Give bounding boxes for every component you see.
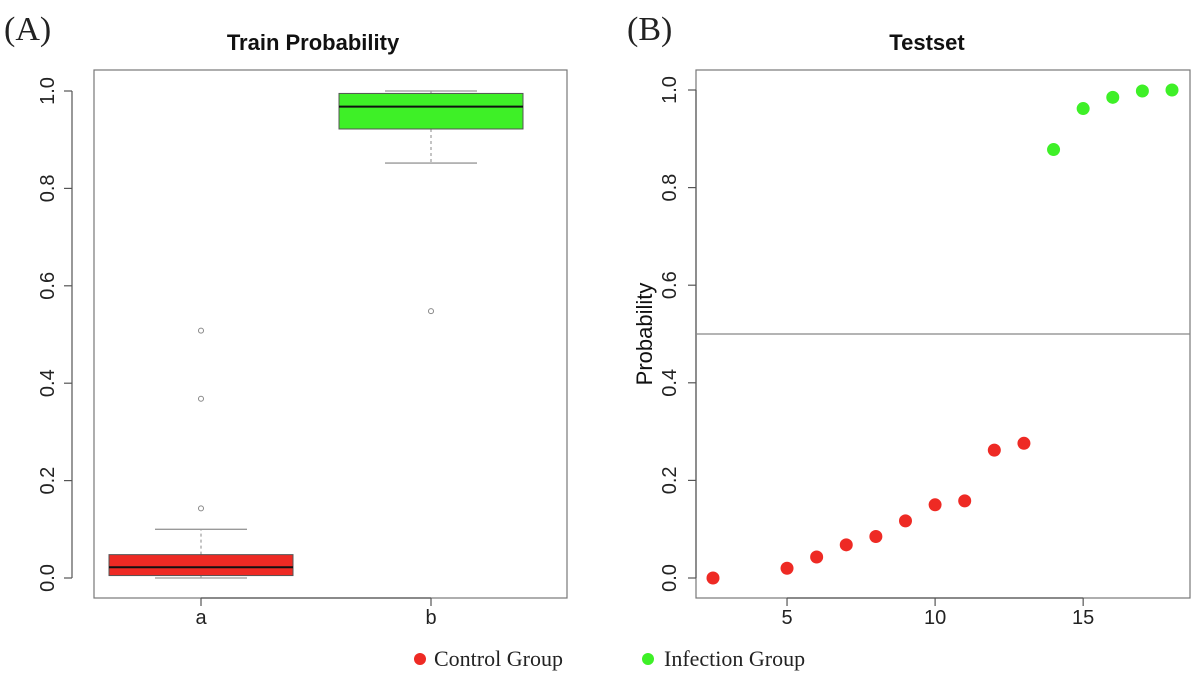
chart-a-title: Train Probability bbox=[227, 30, 400, 55]
chart-b-xtick-label: 5 bbox=[781, 607, 792, 629]
chart-b-points bbox=[706, 83, 1179, 585]
chart-b-ytick-label: 0.6 bbox=[659, 271, 681, 299]
data-point bbox=[1017, 436, 1031, 450]
panel-label-a: (A) bbox=[4, 11, 51, 48]
chart-b-y-axis: 0.0 0.2 0.4 0.6 0.8 1.0 bbox=[659, 76, 697, 592]
data-point bbox=[1135, 84, 1149, 98]
chart-a-ytick-label: 0.8 bbox=[37, 174, 59, 202]
chart-b-ylabel: Probability bbox=[632, 283, 657, 386]
data-point bbox=[839, 538, 853, 552]
data-point bbox=[1106, 90, 1120, 104]
chart-b-ytick-label: 1.0 bbox=[659, 76, 681, 104]
box-outlier bbox=[198, 395, 204, 402]
box-outlier bbox=[198, 505, 204, 512]
box-body bbox=[338, 92, 524, 130]
chart-a-frame bbox=[93, 69, 568, 599]
chart-b-xtick-label: 10 bbox=[924, 607, 946, 629]
chart-b-title: Testset bbox=[889, 30, 965, 55]
chart-a-ytick-label: 0.0 bbox=[37, 564, 59, 592]
chart-a-xtick-label: b bbox=[425, 607, 436, 629]
data-point bbox=[1047, 143, 1061, 157]
chart-a-ytick-label: 0.4 bbox=[37, 369, 59, 397]
data-point bbox=[706, 571, 720, 585]
chart-a-y-axis: 0.0 0.2 0.4 0.6 0.8 1.0 bbox=[37, 77, 73, 592]
box-a bbox=[108, 327, 294, 579]
legend-swatch-control bbox=[414, 653, 426, 665]
legend-swatch-infection bbox=[642, 653, 654, 665]
chart-b-ytick-label: 0.8 bbox=[659, 174, 681, 202]
chart-b-ytick-label: 0.2 bbox=[659, 466, 681, 494]
box-outlier bbox=[428, 308, 434, 315]
data-point bbox=[869, 530, 883, 544]
data-point bbox=[928, 498, 942, 512]
chart-b-x-axis: 5 10 15 bbox=[781, 597, 1094, 629]
legend-label-infection: Infection Group bbox=[664, 646, 805, 671]
testset-scatter: Testset Probability 0.0 0.2 0.4 0.6 0.8 1.0 5… bbox=[632, 30, 1191, 629]
panel-label-b: (B) bbox=[627, 11, 672, 48]
data-point bbox=[898, 514, 912, 528]
data-point bbox=[987, 443, 1001, 457]
chart-a-ytick-label: 0.2 bbox=[37, 467, 59, 495]
chart-a-ytick-label: 0.6 bbox=[37, 272, 59, 300]
legend-label-control: Control Group bbox=[434, 646, 563, 671]
chart-a-boxes bbox=[108, 90, 524, 579]
data-point bbox=[810, 550, 824, 564]
data-point bbox=[1165, 83, 1179, 97]
box-outlier bbox=[198, 327, 204, 334]
chart-b-xtick-label: 15 bbox=[1072, 607, 1094, 629]
data-point bbox=[1076, 102, 1090, 116]
legend: Control Group Infection Group bbox=[414, 646, 805, 671]
chart-b-ytick-label: 0.0 bbox=[659, 564, 681, 592]
chart-b-ytick-label: 0.4 bbox=[659, 369, 681, 397]
chart-a-ytick-label: 1.0 bbox=[37, 77, 59, 105]
series-infection-group bbox=[1047, 83, 1179, 157]
data-point bbox=[780, 561, 794, 575]
box-b bbox=[338, 90, 524, 315]
chart-a-xtick-label: a bbox=[195, 607, 207, 629]
data-point bbox=[958, 494, 972, 508]
series-control-group bbox=[706, 436, 1031, 585]
box-body bbox=[108, 554, 294, 577]
